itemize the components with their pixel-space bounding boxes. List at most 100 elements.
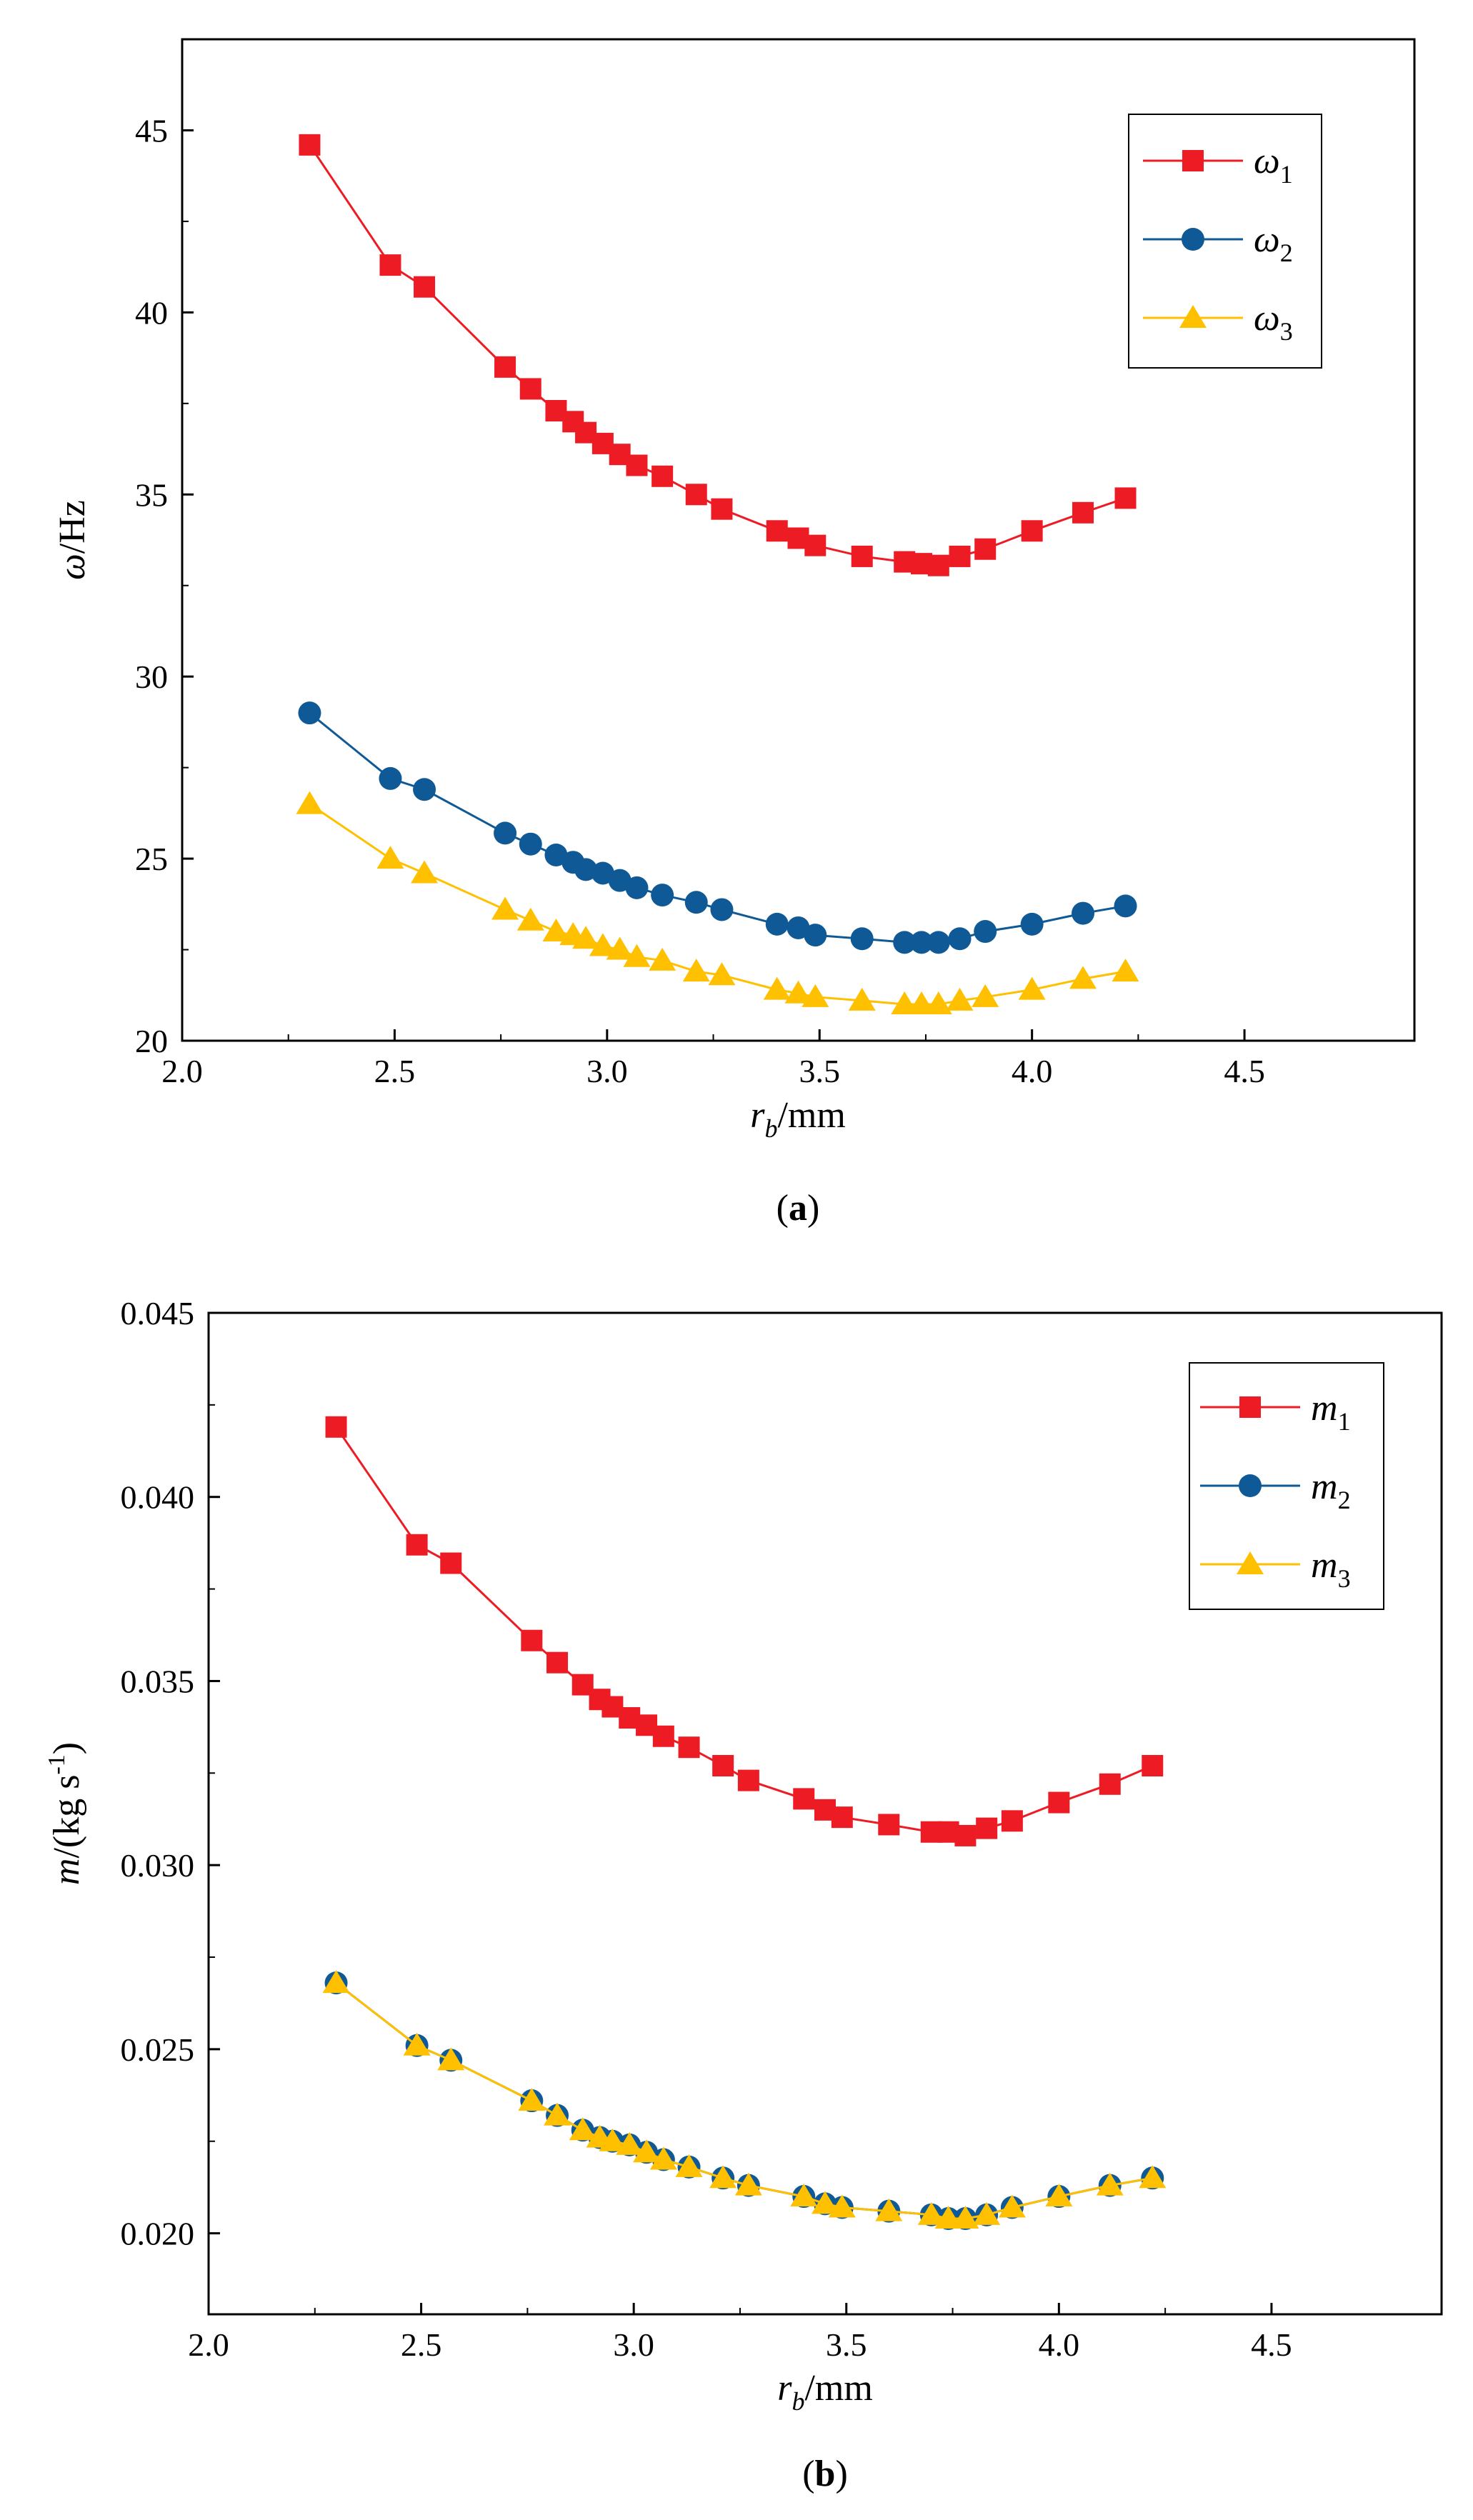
data-point-ω3 — [572, 926, 600, 949]
legend-marker-triangle — [1179, 305, 1207, 328]
data-point-ω3 — [1112, 959, 1139, 982]
data-point-ω1 — [685, 484, 707, 506]
data-point-ω2 — [927, 931, 950, 954]
data-point-ω3 — [516, 907, 544, 931]
data-point-m3 — [734, 2172, 762, 2196]
data-point-ω2 — [298, 701, 321, 725]
data-point-ω2 — [684, 891, 708, 914]
data-point-ω1 — [299, 134, 321, 156]
panel-label-b: (b) — [802, 2454, 848, 2494]
data-point-m1 — [831, 1806, 853, 1829]
legend-label: m1 — [1311, 1388, 1351, 1436]
data-point-m3 — [675, 2154, 703, 2177]
legend: m1 m2 m3 — [1189, 1362, 1384, 1610]
x-tick-label: 3.5 — [799, 1053, 840, 1089]
data-point-ω2 — [893, 931, 917, 954]
data-point-m1 — [737, 1769, 759, 1791]
data-point-m1 — [1048, 1791, 1070, 1814]
x-axis-label: rb/mm — [777, 2368, 873, 2416]
data-point-ω1 — [651, 465, 674, 487]
data-point-ω2 — [910, 931, 933, 954]
data-point-m3 — [812, 2191, 839, 2214]
data-point-ω2 — [413, 778, 436, 801]
data-point-ω3 — [946, 987, 974, 1011]
x-axis-ticks: 2.0 2.5 3.0 3.5 4.0 4.5 — [188, 2303, 1292, 2363]
data-point-m1 — [678, 1736, 700, 1759]
data-point-ω3 — [802, 984, 829, 1007]
y-tick-label: 0.025 — [121, 2031, 195, 2068]
chart-panel-b: 2.0 2.5 3.0 3.5 4.0 4.5 0.0200.0250.0300.0350… — [44, 1295, 1443, 2494]
data-point-ω3 — [972, 984, 999, 1007]
data-point-ω1 — [414, 276, 436, 298]
data-point-ω1 — [766, 520, 788, 542]
data-point-ω1 — [949, 545, 971, 567]
data-point-ω1 — [927, 554, 949, 576]
data-point-ω3 — [649, 947, 676, 971]
data-point-ω1 — [494, 356, 516, 378]
y-axis-label: ω/Hz — [52, 500, 93, 580]
y-tick-label: 0.045 — [121, 1295, 195, 1331]
data-point-ω1 — [711, 498, 733, 520]
data-point-ω1 — [519, 378, 541, 400]
x-tick-label: 4.5 — [1251, 2326, 1292, 2363]
legend-marker-circle — [1239, 1474, 1262, 1497]
data-point-ω3 — [376, 846, 404, 869]
data-point-m3 — [828, 2194, 856, 2218]
data-point-m3 — [544, 2102, 571, 2126]
data-point-m3 — [1045, 2184, 1073, 2207]
data-point-m1 — [878, 1814, 900, 1836]
series-layer — [296, 134, 1139, 1015]
data-point-ω2 — [379, 766, 402, 790]
data-point-ω2 — [519, 832, 542, 856]
data-point-m3 — [998, 2194, 1026, 2218]
data-point-ω2 — [850, 927, 874, 951]
data-point-m1 — [652, 1725, 674, 1747]
x-tick-label: 2.0 — [161, 1053, 203, 1089]
legend-label: m3 — [1311, 1545, 1351, 1593]
data-point-ω3 — [848, 987, 876, 1011]
data-point-ω3 — [784, 980, 812, 1004]
x-tick-label: 4.0 — [1039, 2326, 1080, 2363]
legend-marker-square — [1182, 150, 1204, 171]
y-axis-label: m/(kg s-1) — [44, 1742, 87, 1885]
plot-frame — [181, 38, 1416, 1042]
data-point-m1 — [406, 1534, 428, 1556]
data-point-m3 — [952, 2205, 979, 2229]
y-tick-label: 35 — [135, 476, 168, 513]
legend-label: m2 — [1311, 1466, 1351, 1514]
data-point-m3 — [518, 2088, 546, 2111]
data-point-m3 — [633, 2139, 661, 2163]
y-tick-label: 0.030 — [121, 1847, 195, 1884]
y-tick-label: 0.020 — [121, 2216, 195, 2252]
legend-entry-omega1: ω1 — [1143, 141, 1293, 189]
data-point-ω2 — [574, 858, 598, 881]
data-point-ω2 — [804, 924, 827, 947]
legend-entry-m3: m3 — [1200, 1545, 1351, 1593]
plot-frame — [207, 1311, 1443, 2316]
data-point-m1 — [976, 1817, 998, 1839]
data-point-m1 — [1142, 1754, 1164, 1776]
data-point-m3 — [917, 2201, 945, 2225]
legend-label: ω2 — [1254, 219, 1293, 267]
data-point-ω2 — [948, 927, 972, 951]
data-point-m3 — [616, 2131, 644, 2155]
data-point-ω3 — [924, 991, 952, 1015]
legend-marker-triangle — [1237, 1551, 1264, 1574]
data-point-ω1 — [379, 254, 401, 276]
data-point-m1 — [793, 1788, 815, 1810]
data-point-ω3 — [908, 991, 935, 1015]
data-point-ω3 — [606, 936, 634, 960]
y-tick-label: 45 — [135, 112, 168, 149]
data-point-m3 — [649, 2146, 677, 2170]
data-point-ω1 — [1021, 520, 1043, 542]
data-point-ω1 — [851, 545, 873, 567]
x-tick-label: 2.5 — [374, 1053, 416, 1089]
y-tick-label: 30 — [135, 659, 168, 695]
y-tick-label: 40 — [135, 294, 168, 331]
data-point-ω3 — [708, 962, 736, 986]
data-point-ω1 — [1072, 501, 1094, 524]
y-tick-label: 20 — [135, 1023, 168, 1059]
y-tick-label: 0.035 — [121, 1663, 195, 1699]
data-point-ω1 — [626, 454, 648, 476]
legend: ω1 ω2 ω3 — [1128, 114, 1322, 369]
